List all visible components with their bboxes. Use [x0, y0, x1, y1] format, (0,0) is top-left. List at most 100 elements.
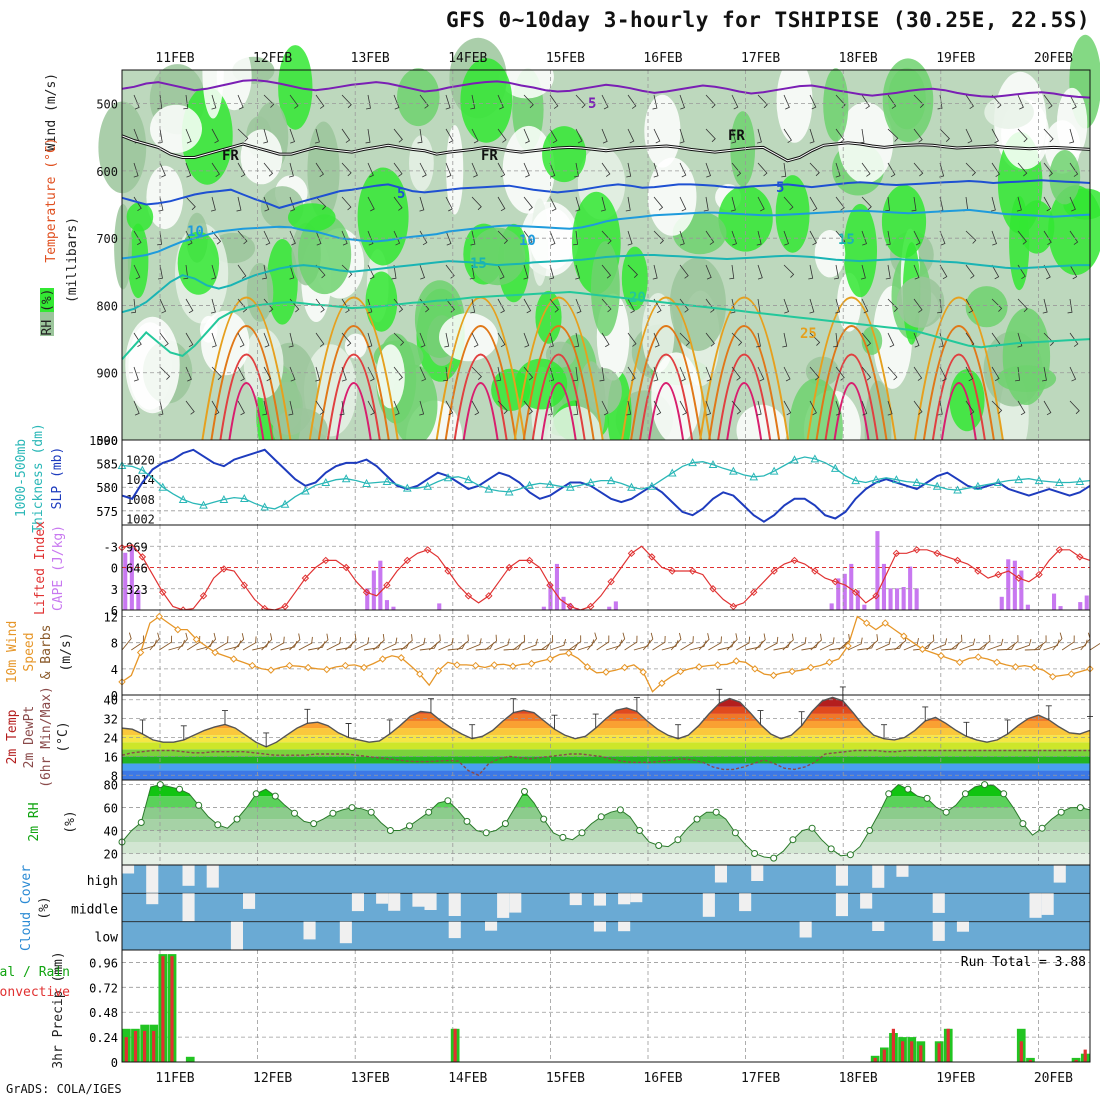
wind-barb — [991, 264, 1000, 280]
cape-bar — [129, 547, 134, 610]
wind-barb — [627, 128, 635, 144]
wind-barb — [419, 400, 425, 416]
wind-barb — [625, 196, 631, 212]
wind-speed-point — [993, 658, 1001, 667]
rh-point — [827, 845, 835, 853]
isotherm-label: 15 — [470, 256, 487, 272]
wind-barb — [419, 94, 429, 109]
warm-isotherm — [453, 353, 508, 441]
lifted-index-point — [1055, 546, 1064, 554]
rh-point — [233, 815, 241, 823]
wind-barb — [263, 196, 270, 212]
wind-barb — [547, 400, 553, 416]
wind-barb — [809, 332, 821, 346]
precip-convective-bar — [1083, 1049, 1087, 1062]
wind-barb — [341, 162, 352, 177]
date-label-bottom: 14FEB — [448, 1071, 487, 1086]
cape-bar — [999, 596, 1004, 610]
wind-barb — [965, 162, 976, 176]
panel-bg — [122, 950, 1090, 1062]
wind-barb — [861, 332, 872, 347]
wind-barb — [133, 332, 142, 348]
axis-label: Lifted Index — [33, 521, 48, 615]
wind-barb-10m — [568, 635, 582, 651]
warm-isotherm — [648, 382, 685, 441]
wind-barb — [211, 264, 217, 280]
pressure-label: (millibars) — [65, 217, 80, 303]
wind-barb — [315, 264, 326, 279]
tick-label: 32 — [104, 713, 118, 727]
rh-band — [122, 853, 1090, 865]
cloud-gap — [1041, 893, 1054, 915]
axis-label: 10m Wind — [5, 621, 20, 684]
wind-speed-point — [304, 663, 312, 672]
rh-cell — [243, 328, 284, 399]
cloud-gap — [872, 865, 885, 888]
precip-convective-label: Convective — [0, 985, 70, 1000]
warm-isotherm — [326, 353, 381, 441]
wind-barb — [289, 94, 299, 109]
wind-speed-point — [676, 667, 685, 676]
wind-barb — [679, 400, 687, 416]
thickness-point — [749, 472, 759, 481]
cloud-gap — [835, 865, 848, 886]
thickness-point — [912, 477, 922, 486]
wind-barb-10m — [484, 634, 497, 651]
rh-cell — [499, 55, 554, 99]
cloud-gap — [630, 893, 643, 903]
rh-point — [195, 801, 203, 809]
panel-bg — [122, 610, 1090, 695]
wind-barb — [679, 128, 685, 144]
wind-barb — [573, 366, 578, 382]
wind-barb-10m — [205, 632, 217, 651]
minmax-whisker — [263, 732, 270, 747]
wind-speed-point — [527, 659, 536, 668]
rh-cell — [177, 231, 220, 295]
cape-bar — [862, 604, 867, 610]
minmax-whisker — [304, 708, 311, 724]
lifted-index-point — [1014, 574, 1023, 582]
warm-isotherm — [317, 325, 390, 441]
tick-label: 12 — [104, 611, 118, 625]
wind-barb — [289, 230, 296, 246]
wind-barb — [211, 128, 219, 144]
lifted-index-point — [423, 546, 432, 554]
lifted-index-cape-panel: -3 0 3 6 969 646 323 Lifted Index CAPE (J/kg) — [33, 521, 1091, 618]
tick-label: 700 — [96, 232, 118, 246]
cloud-gap — [122, 865, 135, 874]
wind-barb — [781, 162, 787, 178]
date-label-bottom: 15FEB — [546, 1071, 585, 1086]
wind-barb — [237, 94, 244, 110]
wind-barb — [159, 366, 171, 380]
cape-bar — [607, 606, 612, 610]
cloud-gap — [618, 921, 631, 932]
axis-label: 2m DewPt — [22, 706, 37, 769]
axis-label: 1000-500mb — [14, 439, 29, 517]
wind-barb — [367, 162, 374, 178]
wind-speed-point — [1067, 670, 1076, 678]
wind-speed-point — [1030, 663, 1038, 672]
wind-barb — [261, 264, 267, 280]
wind-barb-10m — [577, 639, 595, 651]
wind-barb — [497, 298, 505, 314]
wind-barb — [783, 196, 794, 211]
wind-barb — [729, 264, 735, 280]
lifted-index-point — [525, 556, 534, 565]
wind-barb — [341, 230, 348, 246]
rh-point — [885, 790, 893, 798]
wind-barb — [1069, 128, 1075, 144]
wind-barb — [523, 94, 534, 109]
wind-barb — [573, 230, 578, 246]
wind-barb — [1042, 298, 1048, 314]
cape-bar — [895, 588, 900, 610]
axis-label: SLP (mb) — [50, 447, 65, 510]
axis-label: (m/s) — [59, 632, 74, 671]
wind-barb — [159, 298, 167, 314]
precip-convective-bar — [1028, 1059, 1032, 1062]
wind-barb — [133, 162, 139, 178]
rh-cell — [146, 165, 184, 230]
wind-barb — [835, 162, 841, 178]
wind-barb-10m — [177, 632, 188, 651]
wind-barb — [133, 400, 140, 416]
wind-barb — [365, 128, 371, 144]
